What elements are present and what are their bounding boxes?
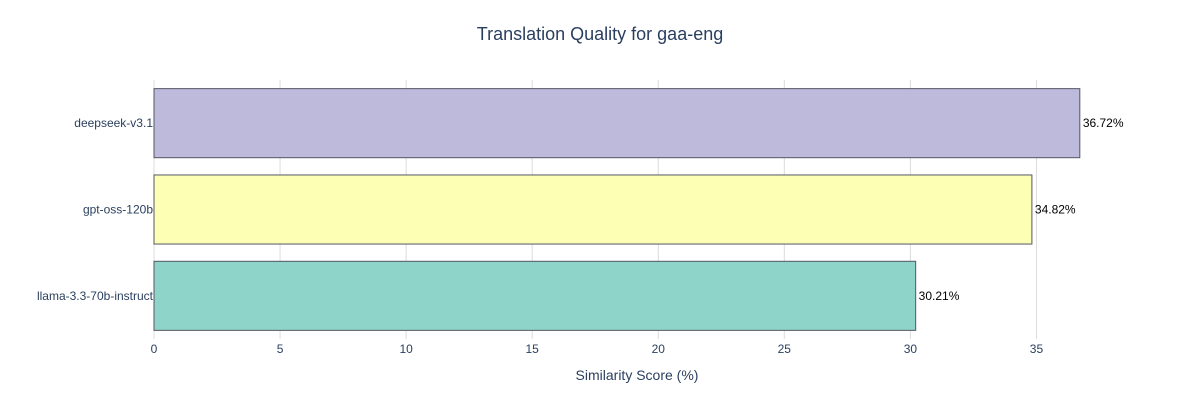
bar-gpt-oss-120b	[153, 174, 1033, 245]
x-tick-label: 25	[778, 342, 792, 356]
x-tick-label: 5	[277, 342, 284, 356]
x-tick-label: 30	[904, 342, 918, 356]
data-label: 30.21%	[919, 289, 960, 303]
data-label: 36.72%	[1083, 116, 1124, 130]
y-tick-label: llama-3.3-70b-instruct	[37, 289, 154, 303]
y-axis-labels: deepseek-v3.1 gpt-oss-120b llama-3.3-70b-i…	[37, 116, 154, 303]
bars: 36.72% 34.82% 30.21%	[153, 88, 1124, 331]
x-tick-label: 0	[151, 342, 158, 356]
x-tick-label: 20	[652, 342, 666, 356]
chart-title: Translation Quality for gaa-eng	[477, 24, 723, 44]
x-tick-label: 15	[526, 342, 540, 356]
x-tick-label: 10	[399, 342, 413, 356]
bar-deepseek-v3.1	[153, 88, 1081, 159]
y-tick-label: gpt-oss-120b	[83, 203, 153, 217]
y-tick-label: deepseek-v3.1	[74, 116, 153, 130]
x-axis-ticks: 0 5 10 15 20 25 30 35	[151, 342, 1044, 356]
data-label: 34.82%	[1035, 203, 1076, 217]
x-tick-label: 35	[1030, 342, 1044, 356]
x-axis-title: Similarity Score (%)	[576, 367, 699, 383]
bar-llama-3.3-70b-instruct	[153, 260, 917, 331]
